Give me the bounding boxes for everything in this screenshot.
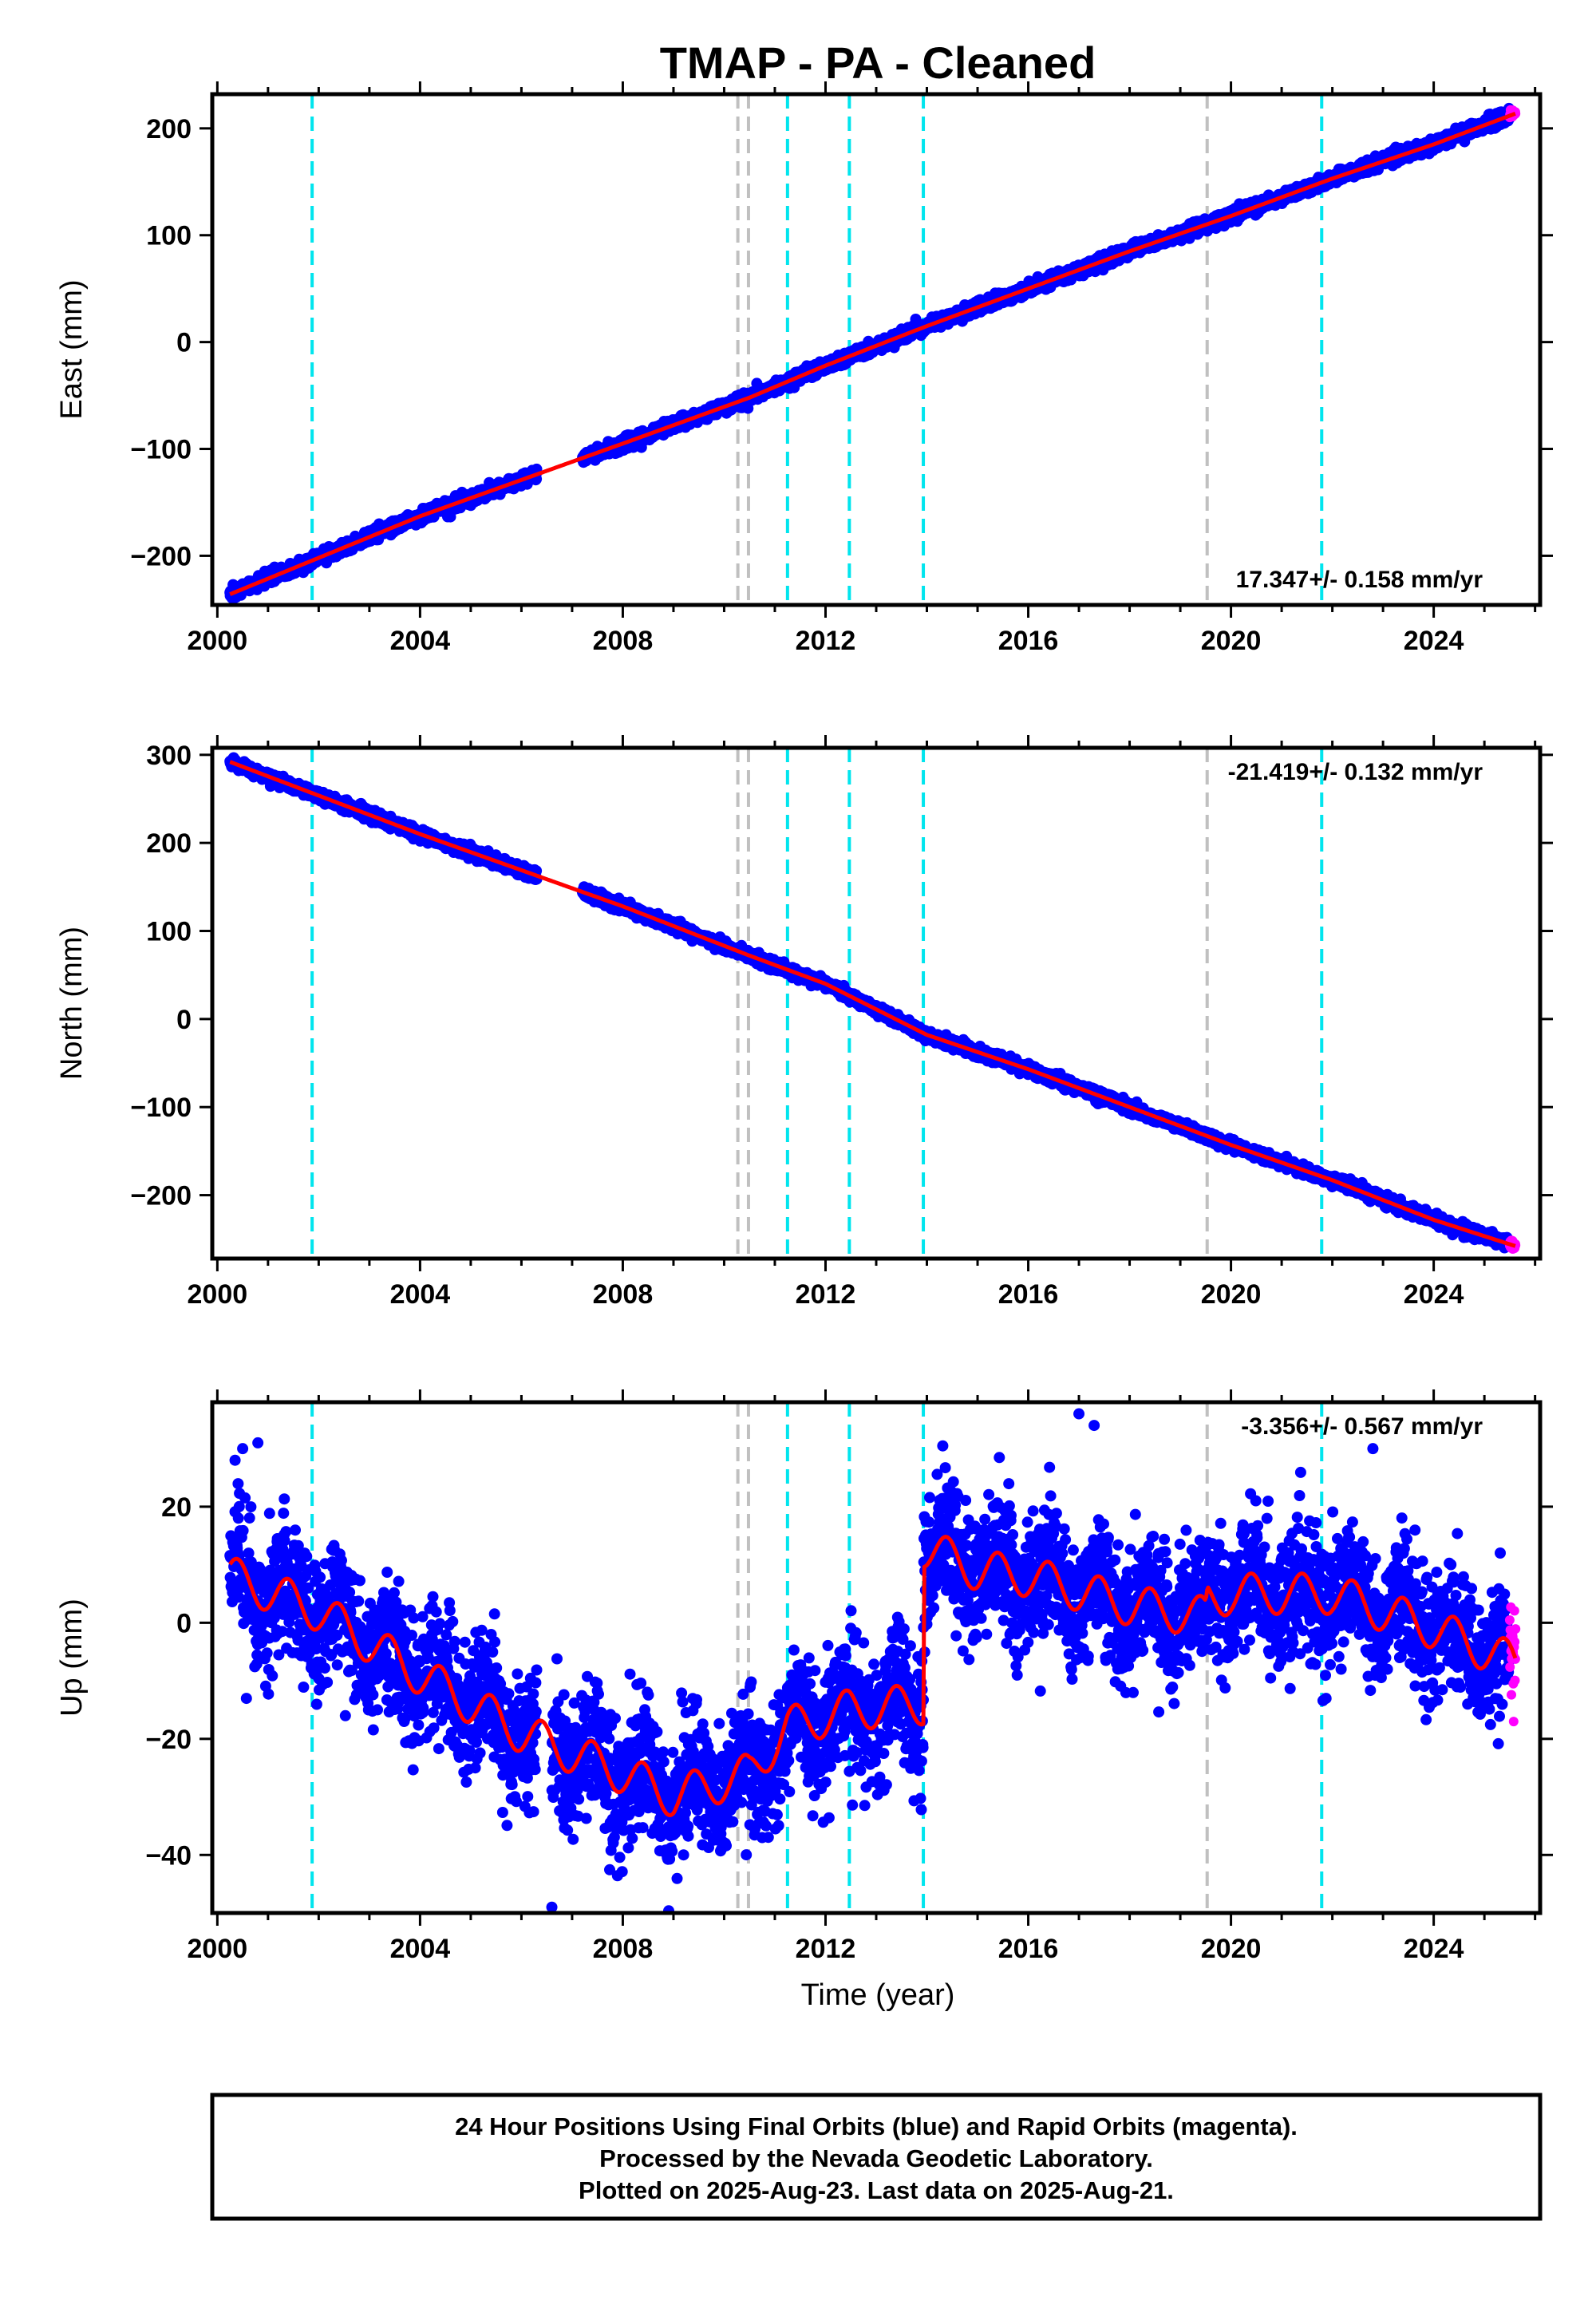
x-tick-label: 2000 [188,626,248,656]
east-rate-label: 17.347+/- 0.158 mm/yr [1236,567,1483,593]
y-tick-label: 0 [176,328,192,358]
north-event-lines [312,748,1321,1259]
x-tick-label: 2004 [390,626,451,656]
east-y-axis-label: East (mm) [55,279,89,419]
y-tick-label: 100 [146,221,192,251]
x-tick-label: 2016 [998,626,1059,656]
x-tick-label: 2020 [1201,626,1262,656]
y-tick-label: −100 [130,435,192,465]
chart-title: TMAP - PA - Cleaned [660,38,1096,88]
east-scatter [224,103,1520,604]
x-tick-label: 2008 [593,626,654,656]
east-event-lines [312,94,1321,605]
x-tick-label: 2024 [1404,626,1464,656]
y-tick-label: −200 [130,541,192,571]
east-panel: 2000 2004 2008 2012 2016 2020 2024 −200 −100 0 100… [55,81,1553,656]
y-tick-label: 200 [146,114,192,144]
x-tick-label: 2012 [796,626,856,656]
